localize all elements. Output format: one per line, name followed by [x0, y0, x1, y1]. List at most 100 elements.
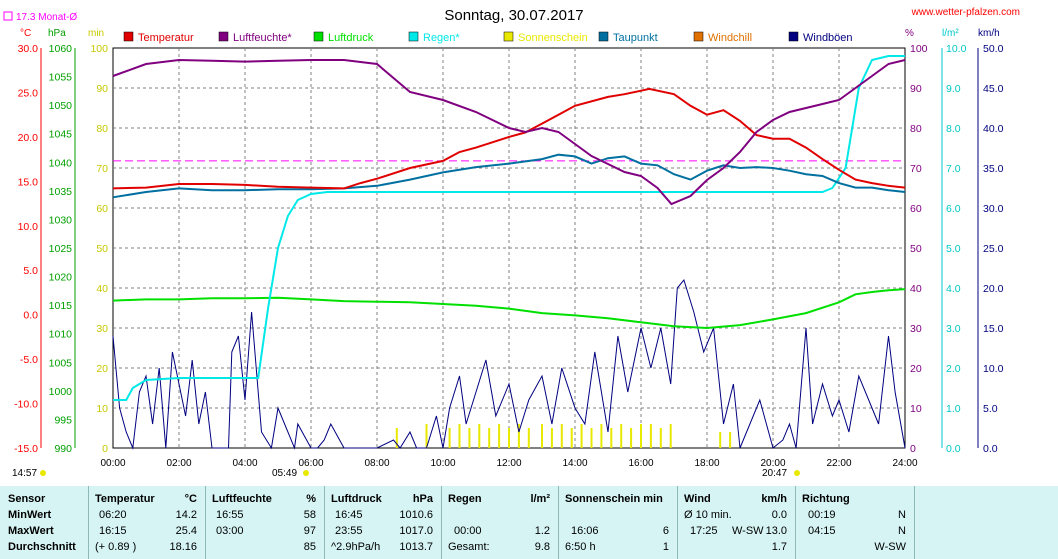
min-tick: 100	[90, 43, 108, 55]
x-tick-label: 14:00	[562, 458, 587, 469]
hdr-rain: Regen	[448, 493, 482, 505]
wind-avg-val: 1.7	[771, 541, 787, 553]
pct-tick: 100	[910, 43, 928, 55]
rain-total-val: 9.8	[534, 541, 550, 553]
rain-max-val: 1.2	[534, 525, 550, 537]
min-tick: 90	[96, 83, 108, 95]
temp-min-val: 14.2	[175, 509, 197, 521]
lm2-tick: 0.0	[946, 443, 961, 455]
site-url[interactable]: www.wetter-pfalzen.com	[911, 7, 1020, 18]
min-tick: 50	[96, 243, 108, 255]
sunshine-bar	[729, 432, 732, 448]
hdr-dir: Richtung	[802, 493, 850, 505]
lm2-tick: 1.0	[946, 403, 961, 415]
sunset-label: 20:47	[762, 468, 787, 479]
hpa-tick: 1005	[49, 357, 73, 369]
sunshine-bar	[395, 428, 398, 448]
hdr-sun: Sonnenschein min	[565, 493, 663, 505]
pct-tick: 90	[910, 83, 922, 95]
sunshine-bar	[640, 424, 642, 448]
weather-chart: 00:00 02:00 04:00 06:00 08:00 10:00 12:00 14:00…	[3, 7, 1020, 479]
chart-legend: Temperatur Luftfeuchte* Luftdruck Regen* Son…	[123, 31, 853, 44]
legend-label: Taupunkt	[613, 32, 658, 44]
legend-label: Luftfeuchte*	[233, 32, 292, 44]
legend-label: Luftdruck	[328, 32, 374, 44]
legend-label: Temperatur	[138, 32, 194, 44]
hum-max-val: 97	[303, 525, 316, 537]
min-tick: 20	[96, 363, 108, 375]
hpa-tick: 1060	[49, 43, 73, 55]
sun-total: 6:50 h	[565, 541, 596, 553]
sunshine-bar	[620, 424, 623, 448]
hdr-temp-unit: °C	[184, 493, 197, 505]
hdr-temp: Temperatur	[95, 493, 155, 505]
hdr-press: Luftdruck	[331, 493, 382, 505]
legend-swatch	[123, 31, 134, 42]
hdr-wind: Wind	[684, 493, 711, 505]
pct-tick: 10	[910, 403, 922, 415]
unit-kmh: km/h	[978, 28, 1000, 39]
temp-tick: -15.0	[14, 443, 38, 455]
x-tick-label: 00:00	[100, 458, 125, 469]
x-tick-label: 22:00	[826, 458, 851, 469]
sunshine-bar	[541, 424, 543, 448]
temp-tick: 20.0	[18, 132, 39, 144]
x-tick-label: 24:00	[892, 458, 917, 469]
min-tick: 70	[96, 163, 108, 175]
legend-label: Windböen	[803, 32, 853, 44]
series-regen	[113, 55, 905, 401]
hdr-hum: Luftfeuchte	[212, 493, 272, 505]
x-tick-label: 06:00	[298, 458, 323, 469]
sunshine-bar	[610, 428, 613, 448]
temp-tick: 30.0	[18, 43, 39, 55]
chart-grid	[112, 47, 906, 449]
sunshine-bar	[659, 428, 662, 448]
legend-swatch	[788, 31, 799, 42]
sunshine-bar	[517, 424, 520, 448]
col-sun: Sonnenschein min 16:06 6 6:50 h 1	[559, 486, 678, 559]
sun-icon	[40, 470, 46, 476]
min-tick: 0	[102, 443, 108, 455]
hpa-tick: 1000	[49, 386, 73, 398]
sunshine-bar	[498, 424, 501, 448]
x-tick-label: 12:00	[496, 458, 521, 469]
sunshine-bar	[570, 428, 573, 448]
min-tick: 60	[96, 203, 108, 215]
sunshine-bar	[649, 424, 652, 448]
hpa-tick: 1035	[49, 186, 73, 198]
series-luftdruck	[112, 288, 906, 330]
sunset-icon	[794, 470, 800, 476]
lm2-tick: 4.0	[946, 283, 961, 295]
press-avg-val: 1013.7	[399, 541, 433, 553]
lm2-tick: 7.0	[946, 163, 961, 175]
dir-min-val: N	[898, 509, 906, 521]
press-max-val: 1017.0	[399, 525, 433, 537]
wind-max-time: 17:25	[690, 525, 718, 537]
x-tick-label: 08:00	[364, 458, 389, 469]
temp-min-time: 06:20	[99, 509, 127, 521]
pct-tick: 70	[910, 163, 922, 175]
hum-min-val: 58	[303, 509, 316, 521]
kmh-tick: 10.0	[983, 363, 1004, 375]
temp-tick: 0.0	[23, 310, 38, 322]
col-hum: Luftfeuchte % 16:55 58 03:00 97 85	[206, 486, 325, 559]
sun-max-val: 6	[662, 525, 669, 537]
lm2-tick: 3.0	[946, 323, 961, 335]
kmh-tick: 35.0	[983, 163, 1004, 175]
sunshine-bar	[719, 432, 722, 448]
legend-label: Windchill	[708, 32, 752, 44]
temp-tick: 15.0	[18, 176, 39, 188]
hum-min-time: 16:55	[216, 509, 244, 521]
lm2-tick: 5.0	[946, 243, 961, 255]
legend-label: Sonnenschein	[518, 32, 588, 44]
press-min-time: 16:45	[335, 509, 363, 521]
pct-tick: 80	[910, 123, 922, 135]
kmh-tick: 30.0	[983, 203, 1004, 215]
legend-swatch	[313, 31, 324, 42]
unit-hpa: hPa	[48, 28, 66, 39]
hdr-press-unit: hPa	[412, 493, 433, 505]
hpa-tick: 1020	[49, 272, 73, 284]
legend-swatch	[598, 31, 609, 42]
row-min-label: MinWert	[8, 509, 52, 521]
temp-tick: 25.0	[18, 87, 39, 99]
